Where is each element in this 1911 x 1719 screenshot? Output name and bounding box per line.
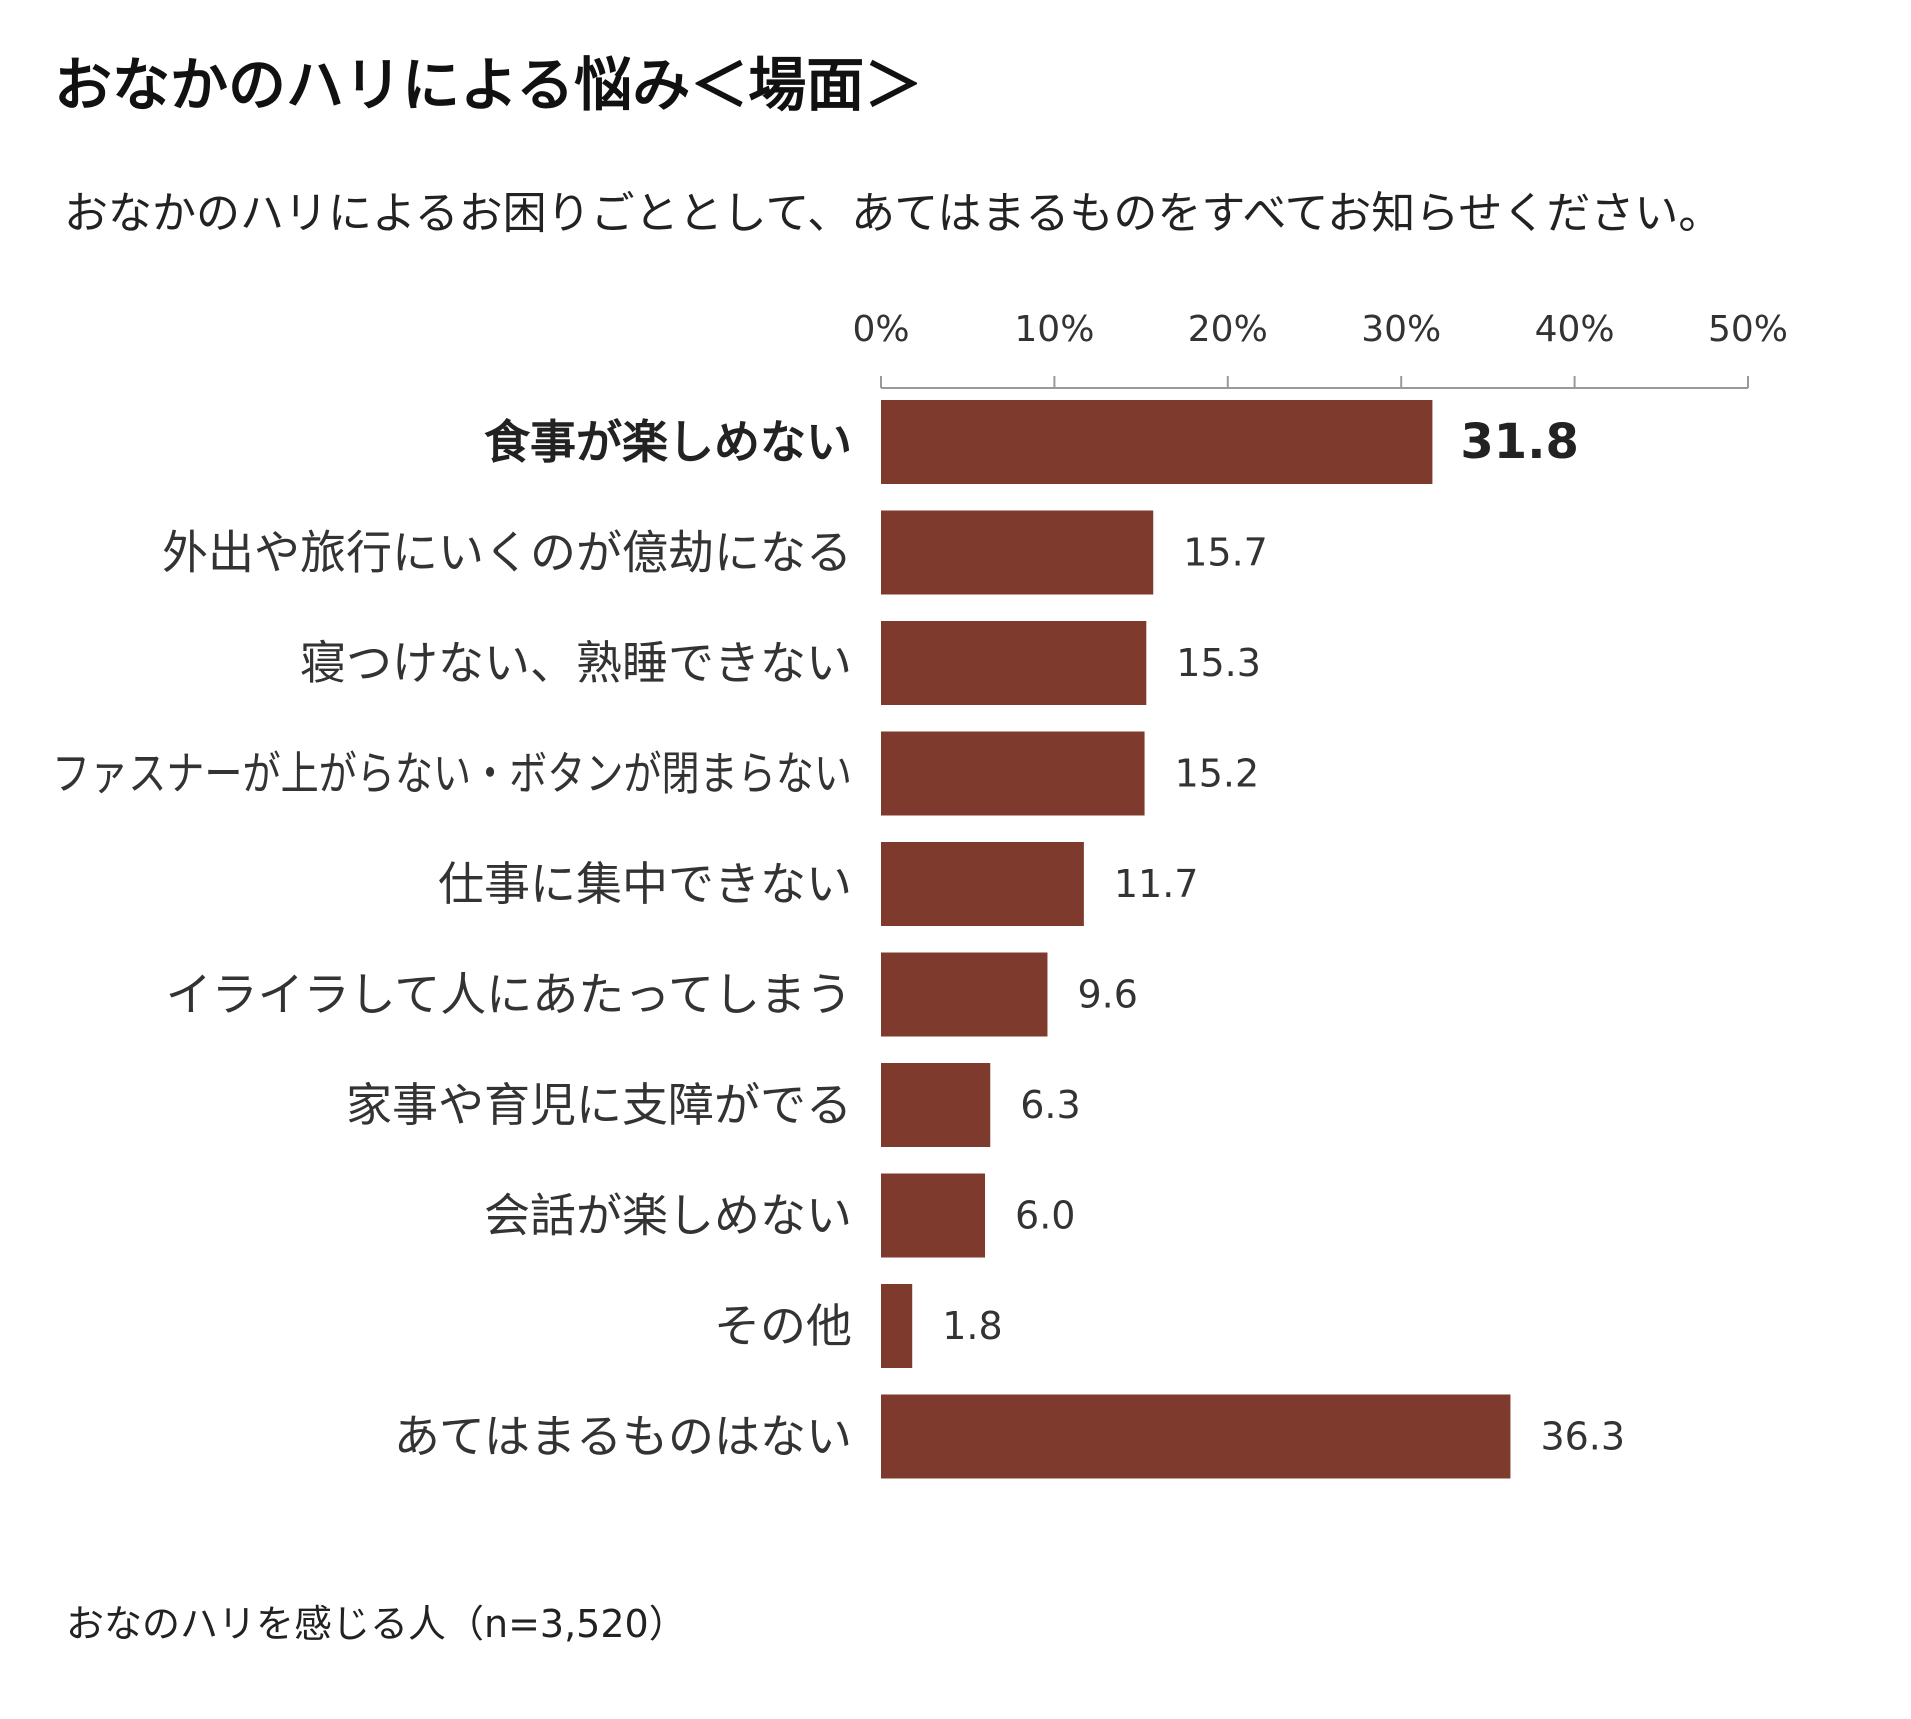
category-label: 外出や旅行にいくのが億劫になる <box>162 526 852 580</box>
category-label: 食事が楽しめない <box>484 415 852 469</box>
x-tick-label: 20% <box>1188 309 1268 350</box>
bar <box>881 510 1154 595</box>
value-label: 1.8 <box>942 1304 1002 1348</box>
x-axis: 0% 10% 20% 30% 40% 50% <box>852 309 1788 389</box>
bar <box>881 621 1147 705</box>
x-tick-label: 0% <box>852 309 909 350</box>
bar <box>881 400 1433 484</box>
value-label: 31.8 <box>1460 414 1578 470</box>
category-label: 会話が楽しめない <box>484 1189 852 1243</box>
value-label: 11.7 <box>1114 862 1199 906</box>
value-label: 15.3 <box>1176 641 1261 685</box>
value-label: 15.2 <box>1175 752 1260 796</box>
sample-size-note: おなのハリを感じる人（n=3,520） <box>66 1602 687 1646</box>
category-label: 家事や育児に支障がでる <box>346 1078 852 1132</box>
chart-subtitle: おなかのハリによるお困りごととして、あてはまるものをすべてお知らせください。 <box>64 188 1722 239</box>
x-tick-label: 40% <box>1535 309 1615 350</box>
category-label: 仕事に集中できない <box>438 857 852 911</box>
bar <box>881 1394 1511 1479</box>
category-label: その他 <box>714 1299 852 1353</box>
category-label: イライラして人にあたってしまう <box>166 968 852 1022</box>
bar <box>881 731 1145 816</box>
bar <box>881 1173 986 1258</box>
x-tick-label: 50% <box>1708 309 1788 350</box>
value-label: 36.3 <box>1540 1415 1625 1459</box>
bar <box>881 952 1048 1037</box>
chart-title: おなかのハリによる悩み＜場面＞ <box>54 51 922 119</box>
x-tick-label: 10% <box>1014 309 1094 350</box>
bars: 食事が楽しめない 31.8 外出や旅行にいくのが億劫になる 15.7 寝つけない、熟睡で… <box>52 400 1625 1479</box>
bar <box>881 842 1084 926</box>
value-label: 6.3 <box>1020 1083 1080 1127</box>
value-label: 9.6 <box>1077 973 1137 1017</box>
bar <box>881 1284 913 1368</box>
value-label: 6.0 <box>1015 1194 1075 1238</box>
value-label: 15.7 <box>1183 531 1268 575</box>
category-label: あてはまるものはない <box>394 1410 852 1464</box>
category-label: ファスナーが上がらない・ボタンが閉まらない <box>52 747 852 801</box>
category-label: 寝つけない、熟睡できない <box>300 636 852 690</box>
bar <box>881 1063 991 1147</box>
x-tick-label: 30% <box>1361 309 1441 350</box>
